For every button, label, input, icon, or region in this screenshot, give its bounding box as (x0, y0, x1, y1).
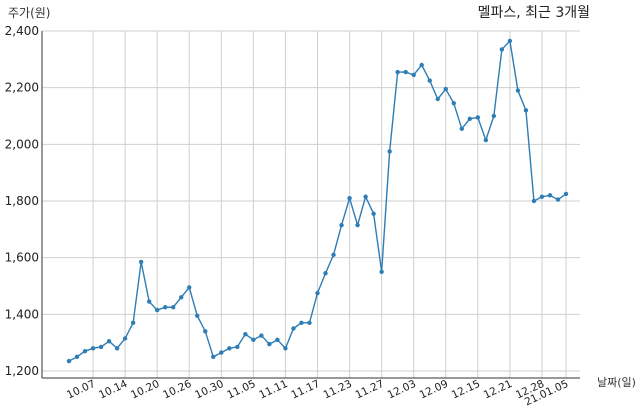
data-point (122, 336, 128, 341)
data-point (563, 191, 569, 197)
data-point (547, 193, 553, 198)
data-point (395, 69, 400, 75)
data-point (499, 47, 505, 52)
data-point (315, 290, 320, 296)
data-point (443, 86, 448, 92)
x-tick-label: 12.03 (386, 378, 418, 402)
data-point (411, 72, 416, 78)
data-point (179, 295, 184, 300)
data-point (259, 333, 264, 338)
x-tick-label: 11.11 (257, 378, 289, 402)
data-point (387, 149, 392, 154)
data-point (339, 222, 344, 228)
y-tick-label: 1,400 (5, 307, 39, 321)
data-point (187, 285, 192, 290)
data-point (195, 313, 200, 318)
y-tick-label: 2,200 (5, 81, 39, 95)
x-tick-label: 12.09 (418, 378, 450, 402)
x-tick-label: 11.23 (322, 378, 354, 402)
data-point (491, 113, 497, 119)
data-point (138, 259, 144, 265)
data-point (275, 337, 280, 343)
data-point (427, 78, 432, 83)
price-points (66, 38, 569, 364)
data-point (227, 346, 232, 351)
data-point (331, 252, 336, 258)
data-point (211, 354, 216, 360)
data-point (483, 137, 489, 143)
data-point (219, 350, 224, 355)
y-tick-label: 2,400 (5, 24, 39, 38)
data-point (419, 62, 424, 68)
data-point (130, 320, 136, 326)
data-point (114, 346, 120, 351)
data-point (154, 307, 160, 313)
y-tick-label: 2,000 (5, 137, 39, 151)
data-point (363, 194, 368, 199)
y-tick-label: 1,600 (5, 251, 39, 265)
x-axis-label: 날짜(일) (597, 375, 636, 389)
x-tick-label: 10.30 (193, 378, 225, 402)
data-point (355, 222, 360, 228)
data-point (251, 337, 256, 343)
x-tick-label: 10.26 (161, 378, 194, 402)
data-point (203, 329, 208, 334)
data-point (347, 195, 352, 201)
x-tick-label: 10.14 (97, 378, 130, 402)
data-point (98, 344, 104, 350)
y-tick-label: 1,800 (5, 194, 39, 208)
data-point (539, 194, 545, 199)
data-point (243, 331, 248, 337)
y-axis-label: 주가(원) (8, 6, 50, 20)
x-tick-label: 10.07 (65, 378, 97, 402)
data-point (291, 326, 296, 331)
data-point (515, 88, 521, 93)
chart-title: 멜파스, 최근 3개월 (478, 5, 590, 21)
x-tick-labels: 10.07 10.14 10.20 10.26 10.30 11.05 11.11 11.17… (65, 378, 570, 409)
data-point (523, 108, 529, 113)
data-point (307, 320, 312, 326)
data-point (403, 69, 408, 75)
x-tick-label: 12.15 (450, 378, 482, 402)
data-point (299, 320, 304, 326)
data-point (371, 211, 376, 216)
data-point (235, 344, 240, 350)
data-point (146, 299, 152, 304)
x-tick-label: 11.05 (225, 378, 257, 402)
data-point (451, 101, 456, 106)
x-tick-label: 10.20 (129, 378, 161, 402)
data-point (267, 341, 272, 347)
data-point (283, 346, 288, 351)
x-tick-label: 11.17 (289, 378, 321, 402)
data-point (74, 354, 80, 360)
y-tick-label: 1,200 (5, 364, 39, 378)
grid (42, 30, 580, 378)
data-point (555, 197, 561, 202)
data-point (162, 305, 168, 310)
y-tick-labels: 1,200 1,400 1,600 1,800 2,000 2,200 2,400 (5, 24, 39, 378)
data-point (82, 348, 88, 354)
x-tick-label: 11.27 (354, 378, 386, 402)
x-tick-label: 12.21 (482, 378, 514, 402)
data-point (379, 269, 384, 275)
data-point (106, 339, 112, 344)
data-point (531, 198, 537, 204)
data-point (435, 96, 440, 102)
data-point (467, 116, 473, 122)
data-point (507, 38, 513, 44)
data-point (459, 126, 464, 131)
data-point (66, 358, 72, 364)
data-point (171, 305, 176, 310)
data-point (323, 271, 328, 276)
data-point (475, 115, 481, 120)
data-point (90, 346, 96, 351)
